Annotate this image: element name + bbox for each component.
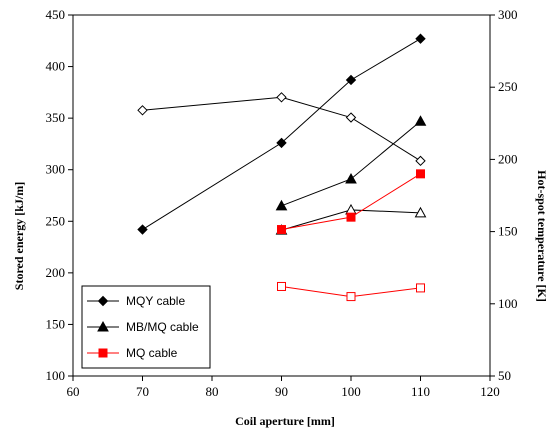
- series-mq-temperature: [277, 281, 425, 302]
- series-mq-energy: [277, 169, 425, 235]
- data-point-mq-temperature: [346, 292, 356, 302]
- x-tick-label: 80: [206, 384, 219, 399]
- legend-marker: [98, 348, 108, 358]
- legend-item-mqy-energy: MQY cable: [87, 294, 185, 308]
- legend-item-mq-energy: MQ cable: [87, 346, 178, 360]
- y-right-tick-label: 100: [498, 296, 518, 311]
- data-point-mqy-temperature: [276, 92, 287, 103]
- y-right-tick-label: 300: [498, 7, 518, 22]
- y-left-tick-label: 300: [46, 162, 66, 177]
- data-point-mbmq-temperature: [414, 206, 427, 218]
- y-left-tick-label: 100: [46, 368, 66, 383]
- data-point-mqy-energy: [276, 137, 287, 149]
- x-tick-label: 120: [480, 384, 500, 399]
- series-mbmq-energy: [275, 115, 427, 211]
- data-point-mq-energy: [277, 225, 286, 235]
- y-right-tick-label: 150: [498, 224, 518, 239]
- x-tick-label: 70: [136, 384, 149, 399]
- data-point-mqy-temperature: [415, 155, 426, 167]
- series-line-mqy-energy: [142, 38, 421, 230]
- y-left-tick-label: 150: [46, 316, 66, 331]
- y-left-tick-label: 200: [46, 265, 66, 280]
- series-line-mqy-temperature: [142, 96, 421, 162]
- axes: 60 70 80 90 100 110 120 100 150 200 250 300 350 400 45…: [46, 7, 518, 399]
- y-left-tick-label: 250: [46, 213, 66, 228]
- data-point-mqy-energy: [137, 224, 148, 235]
- x-axis-title: Coil aperture [mm]: [235, 414, 335, 428]
- legend-label: MB/MQ cable: [126, 320, 199, 334]
- y-right-tick-label: 50: [498, 368, 511, 383]
- data-point-mbmq-energy: [275, 199, 288, 211]
- legend: MQY cable MB/MQ cable MQ cable: [81, 285, 211, 369]
- y-axis-right-title: Hot-spot temperature [K]: [535, 170, 549, 302]
- data-point-mbmq-energy: [345, 172, 357, 184]
- data-point-mq-temperature: [277, 281, 286, 291]
- y-left-tick-label: 350: [46, 110, 66, 125]
- legend-label: MQ cable: [126, 346, 178, 360]
- series-mqy-temperature: [137, 92, 426, 167]
- x-tick-label: 100: [341, 384, 361, 399]
- data-point-mqy-energy: [345, 74, 357, 86]
- x-tick-label: 60: [67, 384, 80, 399]
- x-tick-label: 90: [275, 384, 288, 399]
- legend-label: MQY cable: [126, 294, 185, 308]
- data-point-mq-energy: [416, 169, 425, 179]
- y-left-tick-label: 450: [46, 7, 66, 22]
- data-point-mq-temperature: [416, 283, 425, 293]
- data-point-mqy-energy: [415, 33, 426, 44]
- y-axis-left-title: Stored energy [kJ/m]: [12, 182, 26, 290]
- legend-marker: [97, 320, 109, 332]
- legend-item-mbmq-energy: MB/MQ cable: [87, 320, 199, 334]
- series-line-mbmq-energy: [281, 120, 421, 207]
- data-point-mbmq-energy: [414, 115, 427, 126]
- y-right-tick-label: 250: [498, 79, 518, 94]
- y-left-tick-label: 400: [46, 59, 66, 74]
- series-mqy-energy: [137, 33, 426, 235]
- y-right-tick-label: 200: [498, 151, 518, 166]
- x-tick-label: 110: [411, 384, 430, 399]
- data-point-mbmq-temperature: [345, 203, 357, 215]
- legend-marker: [97, 295, 109, 307]
- series-layer: [137, 33, 427, 302]
- data-point-mq-energy: [346, 212, 356, 222]
- data-point-mqy-temperature: [345, 112, 357, 123]
- data-point-mqy-temperature: [137, 105, 148, 116]
